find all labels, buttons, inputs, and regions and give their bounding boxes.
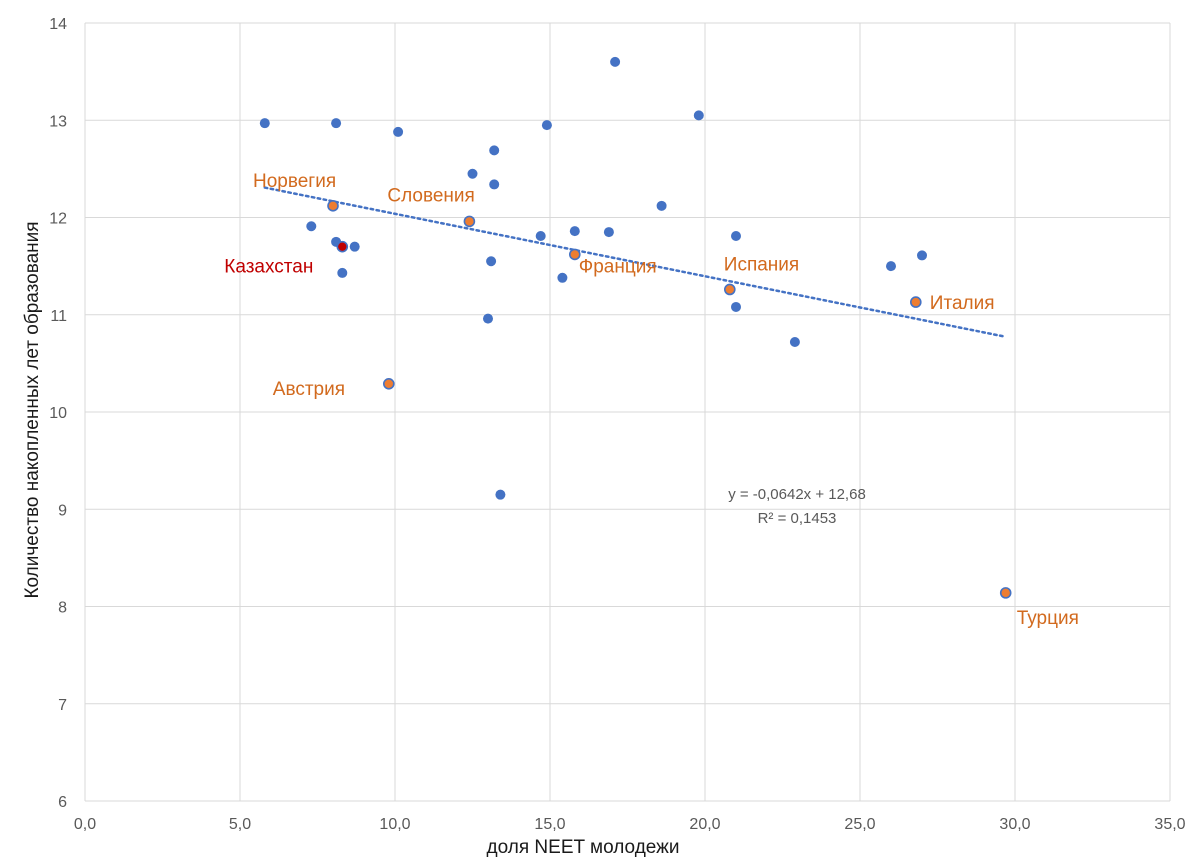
labeled-data-point bbox=[568, 248, 581, 261]
data-point bbox=[557, 272, 568, 283]
data-point bbox=[349, 241, 360, 252]
country-label: Словения bbox=[387, 185, 474, 206]
x-tick-labels: 0,0 5,0 10,0 15,0 20,0 25,0 30,0 35,0 bbox=[74, 816, 1186, 833]
data-point bbox=[337, 267, 348, 278]
country-label: Италия bbox=[930, 293, 995, 314]
x-tick-label: 15,0 bbox=[534, 816, 565, 833]
data-point bbox=[789, 336, 800, 347]
labeled-data-point bbox=[909, 296, 922, 308]
data-point bbox=[610, 56, 621, 67]
x-tick-label: 5,0 bbox=[229, 816, 251, 833]
y-tick-label: 12 bbox=[49, 211, 67, 228]
x-tick-label: 25,0 bbox=[844, 816, 875, 833]
data-point bbox=[489, 179, 500, 190]
x-tick-label: 20,0 bbox=[689, 816, 720, 833]
data-points bbox=[259, 56, 1012, 599]
data-point bbox=[306, 221, 317, 232]
labeled-data-point bbox=[382, 377, 395, 390]
y-tick-labels: 6 7 8 9 10 11 12 13 14 bbox=[49, 16, 67, 811]
labeled-data-point bbox=[336, 240, 349, 253]
y-tick-label: 8 bbox=[58, 600, 67, 617]
data-point bbox=[259, 118, 270, 129]
data-point bbox=[569, 226, 580, 237]
country-label: Франция bbox=[579, 256, 657, 277]
labeled-data-point bbox=[999, 587, 1012, 599]
trendline-group bbox=[263, 186, 1007, 339]
y-tick-label: 9 bbox=[58, 502, 67, 519]
grid-lines bbox=[84, 22, 1171, 802]
y-axis-title: Количество накопленных лет образования bbox=[22, 221, 43, 598]
country-label: Испания bbox=[724, 254, 799, 275]
x-tick-label: 0,0 bbox=[74, 816, 96, 833]
country-label: Казахстан bbox=[224, 257, 313, 278]
y-tick-label: 6 bbox=[58, 794, 67, 811]
data-point bbox=[886, 261, 896, 272]
y-tick-label: 7 bbox=[58, 697, 67, 714]
y-tick-label: 13 bbox=[49, 113, 67, 130]
trendline bbox=[263, 186, 1007, 339]
data-point bbox=[603, 227, 614, 238]
y-tick-label: 10 bbox=[49, 405, 67, 422]
x-tick-label: 10,0 bbox=[379, 816, 410, 833]
data-point bbox=[693, 110, 704, 121]
country-label: Австрия bbox=[273, 379, 345, 400]
data-point bbox=[495, 489, 506, 500]
data-point bbox=[483, 313, 493, 324]
data-point bbox=[486, 256, 497, 267]
data-point bbox=[731, 301, 741, 312]
trendline-equation: y = -0,0642x + 12,68 bbox=[728, 486, 866, 503]
country-label: Норвегия bbox=[253, 171, 336, 192]
country-labels: Норвегия Словения Казахстан Франция Испания И… bbox=[224, 171, 1079, 629]
data-point bbox=[489, 145, 500, 156]
data-point bbox=[917, 250, 927, 261]
data-point bbox=[656, 200, 667, 211]
data-point bbox=[541, 120, 552, 131]
data-point bbox=[731, 230, 741, 241]
x-tick-label: 30,0 bbox=[999, 816, 1030, 833]
r-squared-label: R² = 0,1453 bbox=[758, 510, 837, 527]
data-point bbox=[331, 118, 342, 129]
data-point bbox=[535, 230, 546, 241]
country-label: Турция bbox=[1017, 608, 1079, 629]
labeled-data-point bbox=[463, 215, 476, 228]
y-tick-label: 14 bbox=[49, 16, 67, 33]
labeled-data-point bbox=[327, 200, 339, 212]
x-axis-title: доля NEET молодежи bbox=[487, 837, 680, 858]
data-point bbox=[467, 168, 478, 179]
y-tick-label: 11 bbox=[50, 308, 67, 325]
data-point bbox=[393, 126, 404, 137]
x-tick-label: 35,0 bbox=[1154, 816, 1185, 833]
labeled-data-point bbox=[723, 283, 736, 296]
